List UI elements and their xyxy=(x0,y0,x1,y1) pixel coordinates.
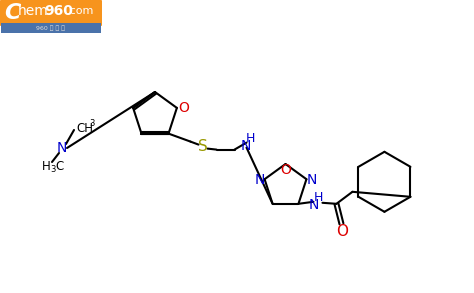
Text: N: N xyxy=(57,141,67,155)
Text: C: C xyxy=(4,3,20,23)
Text: .com: .com xyxy=(67,6,94,16)
Text: C: C xyxy=(55,159,63,173)
Text: 960: 960 xyxy=(44,4,73,18)
Text: 960 化 工 网: 960 化 工 网 xyxy=(36,25,65,31)
Text: 3: 3 xyxy=(50,166,55,175)
Text: N: N xyxy=(255,173,265,187)
Text: H: H xyxy=(42,159,51,173)
FancyBboxPatch shape xyxy=(0,0,102,26)
Text: hem: hem xyxy=(18,4,49,18)
Text: CH: CH xyxy=(76,122,93,134)
Text: N: N xyxy=(240,139,251,153)
Text: O: O xyxy=(280,163,291,177)
FancyBboxPatch shape xyxy=(1,23,101,33)
Text: N: N xyxy=(306,173,317,187)
Text: 3: 3 xyxy=(89,120,94,129)
Text: N: N xyxy=(308,198,319,212)
Text: H: H xyxy=(314,191,323,204)
Text: O: O xyxy=(337,224,348,239)
Text: O: O xyxy=(178,101,189,115)
Text: S: S xyxy=(198,139,208,154)
Text: H: H xyxy=(246,132,255,145)
